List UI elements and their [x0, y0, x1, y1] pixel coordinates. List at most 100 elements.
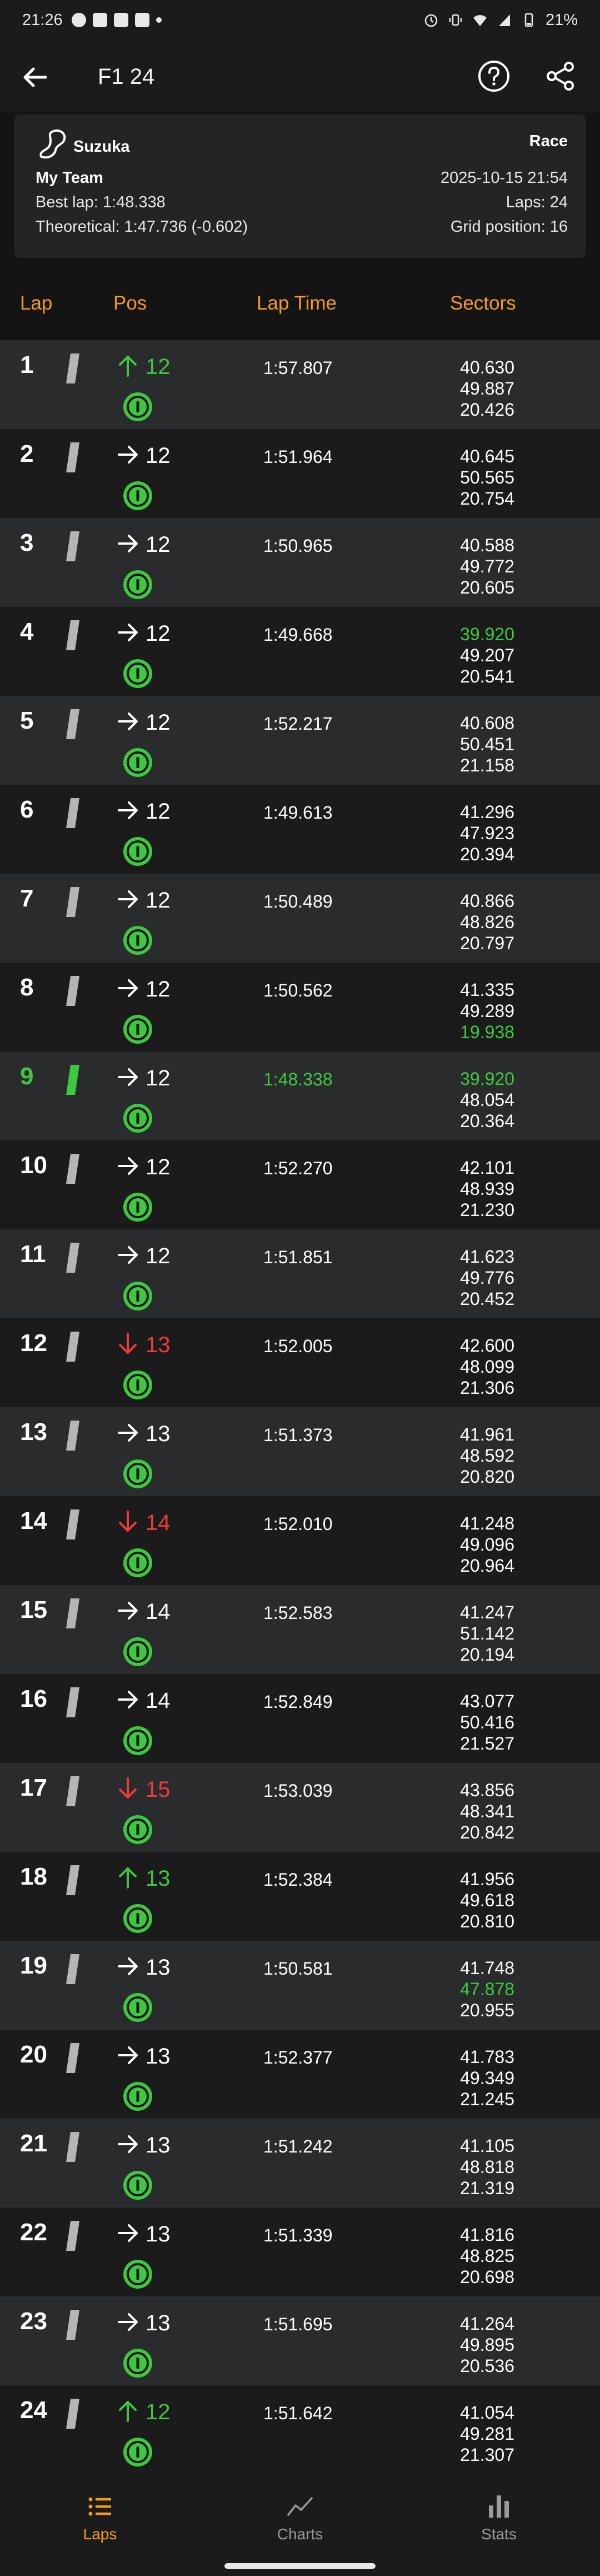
lap-number: 2: [20, 440, 34, 467]
sector-1-time: 41.623: [460, 1247, 514, 1267]
laps-table-header: Lap Pos Lap Time Sectors: [0, 278, 600, 339]
tyre-compound-icon: [123, 1815, 152, 1844]
lap-row[interactable]: 1 12 1:57.807 40.630 49.887 20.426: [0, 340, 600, 429]
nav-charts[interactable]: Charts: [244, 2492, 356, 2543]
position-unchanged-arrow-icon: [118, 2135, 138, 2153]
lap-number: 20: [20, 2041, 47, 2068]
lap-time: 1:51.242: [263, 2136, 333, 2156]
sector-3-time: 21.307: [460, 2445, 514, 2465]
lap-marker-icon: [66, 2043, 79, 2073]
tyre-compound-icon: [123, 1371, 152, 1399]
lap-time: 1:49.668: [263, 625, 333, 645]
position: 12: [146, 532, 171, 557]
sector-times: 41.054 49.281 21.307: [454, 2402, 514, 2465]
sector-2-time: 50.451: [460, 734, 514, 754]
lap-time: 1:51.695: [263, 2314, 333, 2334]
lap-row[interactable]: 21 13 1:51.242 41.105 48.818 21.319: [0, 2119, 600, 2208]
lap-row[interactable]: 2 12 1:51.964 40.645 50.565 20.754: [0, 429, 600, 518]
lap-row[interactable]: 20 13 1:52.377 41.783 49.349 21.245: [0, 2030, 600, 2119]
lap-number: 9: [20, 1063, 34, 1090]
position-up-arrow-icon: [119, 2401, 137, 2422]
position-unchanged-arrow-icon: [118, 712, 138, 730]
sector-2-time: 49.281: [460, 2424, 514, 2444]
lap-row[interactable]: 5 12 1:52.217 40.608 50.451 21.158: [0, 696, 600, 785]
line-chart-icon: [287, 2497, 313, 2517]
lap-row[interactable]: 12 13 1:52.005 42.600 48.099 21.306: [0, 1318, 600, 1407]
lap-row[interactable]: 15 14 1:52.583 41.247 51.142 20.194: [0, 1585, 600, 1674]
nav-laps-label: Laps: [83, 2525, 117, 2543]
lap-number: 23: [20, 2308, 47, 2335]
lap-row[interactable]: 10 12 1:52.270 42.101 48.939 21.230: [0, 1140, 600, 1229]
sector-2-time: 50.565: [460, 467, 514, 487]
lap-row[interactable]: 19 13 1:50.581 41.748 47.878 20.955: [0, 1941, 600, 2030]
lap-row[interactable]: 6 12 1:49.613 41.296 47.923 20.394: [0, 785, 600, 874]
sector-times: 43.077 50.416 21.527: [454, 1691, 514, 1754]
lap-time: 1:51.964: [263, 447, 333, 467]
session-type: Race: [529, 132, 568, 150]
lap-time: 1:53.039: [263, 1781, 333, 1801]
lap-count: Laps: 24: [506, 193, 568, 211]
lap-row[interactable]: 24 12 1:51.642 41.054 49.281 21.307: [0, 2385, 600, 2474]
lap-row[interactable]: 8 12 1:50.562 41.335 49.289 19.938: [0, 963, 600, 1052]
lap-row[interactable]: 7 12 1:50.489 40.866 48.826 20.797: [0, 874, 600, 963]
lap-row[interactable]: 23 13 1:51.695 41.264 49.895 20.536: [0, 2296, 600, 2385]
lap-number: 12: [20, 1329, 47, 1357]
lap-row[interactable]: 4 12 1:49.668 39.920 49.207 20.541: [0, 607, 600, 696]
lap-time: 1:52.384: [263, 1870, 333, 1890]
sector-times: 40.645 50.565 20.754: [454, 446, 514, 509]
lap-row[interactable]: 3 12 1:50.965 40.588 49.772 20.605: [0, 518, 600, 607]
lap-row[interactable]: 14 14 1:52.010 41.248 49.096 20.964: [0, 1496, 600, 1585]
sector-times: 39.920 48.054 20.364: [454, 1068, 514, 1132]
lap-marker-icon: [66, 2310, 79, 2340]
back-arrow-icon[interactable]: [20, 62, 50, 92]
sector-2-time: 51.142: [460, 1623, 514, 1643]
position: 14: [146, 1600, 171, 1624]
sector-1-time: 43.077: [460, 1691, 514, 1711]
help-icon[interactable]: [477, 59, 511, 93]
position: 12: [146, 1244, 171, 1268]
sector-3-time: 20.797: [460, 933, 514, 953]
sector-times: 41.816 48.825 20.698: [454, 2224, 514, 2288]
notification-icons: [71, 13, 162, 27]
sector-2-time: 49.618: [460, 1890, 514, 1910]
lap-number: 18: [20, 1863, 47, 1890]
position-down-arrow-icon: [119, 1333, 137, 1354]
tyre-compound-icon: [123, 570, 152, 599]
sector-2-time: 49.207: [460, 645, 514, 665]
lap-marker-icon: [66, 2399, 79, 2429]
tyre-compound-icon: [123, 1726, 152, 1755]
lap-row[interactable]: 13 13 1:51.373 41.961 48.592 20.820: [0, 1407, 600, 1496]
position-unchanged-arrow-icon: [118, 979, 138, 997]
position-unchanged-arrow-icon: [118, 2224, 138, 2242]
lap-row[interactable]: 17 15 1:53.039 43.856 48.341 20.842: [0, 1763, 600, 1852]
position-unchanged-arrow-icon: [118, 1957, 138, 1975]
sector-times: 41.105 48.818 21.319: [454, 2135, 514, 2199]
sector-3-time: 21.245: [460, 2089, 514, 2109]
nav-laps[interactable]: Laps: [44, 2492, 156, 2543]
share-icon[interactable]: [544, 60, 577, 92]
sector-1-time: 41.105: [460, 2136, 514, 2156]
lap-marker-icon: [66, 1954, 79, 1984]
sector-3-time: 20.541: [460, 666, 514, 686]
lap-row[interactable]: 16 14 1:52.849 43.077 50.416 21.527: [0, 1674, 600, 1763]
lap-row[interactable]: 18 13 1:52.384 41.956 49.618 20.810: [0, 1852, 600, 1941]
lap-row[interactable]: 22 13 1:51.339 41.816 48.825 20.698: [0, 2208, 600, 2296]
lap-row[interactable]: 11 12 1:51.851 41.623 49.776 20.452: [0, 1229, 600, 1318]
sector-2-time: 47.923: [460, 823, 514, 843]
nav-stats[interactable]: Stats: [443, 2492, 554, 2543]
sector-3-time: 20.955: [460, 2000, 514, 2020]
lap-row[interactable]: 9 12 1:48.338 39.920 48.054 20.364: [0, 1052, 600, 1140]
sector-1-time: 41.748: [460, 1958, 514, 1978]
lap-marker-icon: [66, 709, 79, 739]
sector-1-time: 40.866: [460, 891, 514, 911]
position: 15: [146, 1777, 171, 1802]
sector-1-time: 41.961: [460, 1424, 514, 1444]
signal-icon: [498, 14, 510, 26]
column-header-pos: Pos: [113, 292, 147, 314]
lap-marker-icon: [66, 1065, 79, 1095]
home-indicator[interactable]: [224, 2563, 376, 2569]
mail-icon: [113, 13, 128, 27]
session-summary-card: Suzuka My Team Best lap: 1:48.338 Theore…: [14, 114, 586, 258]
position-up-arrow-icon: [119, 356, 137, 377]
lap-time: 1:52.377: [263, 2047, 333, 2067]
